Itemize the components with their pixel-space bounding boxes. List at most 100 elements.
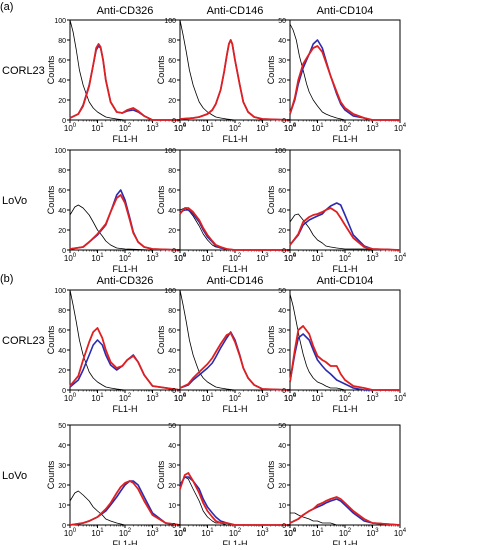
x-tick-label: 101	[91, 528, 104, 538]
y-axis-title: Counts	[156, 55, 166, 84]
red-series-line	[179, 39, 291, 121]
y-tick-label: 100	[274, 148, 286, 155]
y-tick-label: 80	[278, 168, 286, 175]
plot-frame	[289, 19, 401, 121]
y-tick-label: 60	[58, 328, 66, 335]
y-tick-label: 40	[58, 78, 66, 85]
y-tick-label: 0	[172, 388, 176, 395]
column-title-0: Anti-CD326	[97, 275, 154, 287]
x-tick-label: 103	[366, 253, 379, 263]
x-tick-label: 100	[284, 528, 297, 538]
y-axis-title: Counts	[266, 55, 276, 84]
y-tick-label: 30	[58, 463, 66, 470]
x-tick-label: 104	[284, 123, 297, 133]
y-tick-label: 0	[282, 248, 286, 255]
x-tick-label: 102	[339, 123, 352, 133]
section-label-a: (a)	[0, 1, 13, 13]
x-axis-title: FL1-H	[222, 134, 247, 144]
x-tick-label: 104	[394, 123, 407, 133]
x-tick-label: 104	[174, 393, 187, 403]
x-tick-label: 104	[284, 393, 297, 403]
red-series-line	[289, 496, 401, 526]
x-tick-label: 100	[174, 253, 187, 263]
x-tick-label: 102	[339, 528, 352, 538]
y-axis-title: Counts	[266, 185, 276, 214]
y-tick-label: 50	[278, 423, 286, 430]
y-tick-label: 20	[58, 368, 66, 375]
y-axis-title: Counts	[266, 325, 276, 354]
isotype-control-line	[289, 293, 400, 391]
x-tick-label: 104	[284, 253, 297, 263]
y-axis-title: Counts	[46, 325, 56, 354]
isotype-control-line	[290, 512, 400, 526]
y-tick-label: 30	[168, 463, 176, 470]
red-series-line	[179, 207, 290, 251]
red-series-line	[69, 480, 181, 526]
y-tick-label: 10	[278, 368, 286, 375]
x-tick-label: 101	[91, 123, 104, 133]
x-axis-title: FL1-H	[112, 539, 137, 545]
column-title-0: Anti-CD326	[97, 5, 154, 17]
y-tick-label: 30	[278, 58, 286, 65]
red-series-line	[179, 332, 291, 391]
y-tick-label: 20	[278, 228, 286, 235]
y-tick-label: 50	[278, 288, 286, 295]
isotype-control-line	[289, 213, 401, 251]
y-tick-label: 0	[282, 523, 286, 530]
x-tick-label: 104	[394, 393, 407, 403]
y-tick-label: 0	[62, 118, 66, 125]
x-tick-label: 101	[311, 393, 324, 403]
x-tick-label: 100	[64, 393, 77, 403]
x-tick-label: 102	[339, 393, 352, 403]
y-tick-label: 40	[278, 208, 286, 215]
x-axis-title: FL1-H	[332, 264, 357, 274]
y-tick-label: 20	[58, 483, 66, 490]
x-tick-label: 101	[311, 528, 324, 538]
red-series-line	[179, 472, 290, 526]
y-tick-label: 50	[168, 423, 176, 430]
x-tick-label: 104	[284, 528, 297, 538]
x-tick-label: 101	[201, 123, 214, 133]
x-tick-label: 102	[339, 253, 352, 263]
x-tick-label: 101	[311, 253, 324, 263]
y-tick-label: 0	[282, 388, 286, 395]
y-tick-label: 40	[278, 38, 286, 45]
y-tick-label: 60	[278, 188, 286, 195]
column-title-1: Anti-CD146	[207, 275, 264, 287]
row-label-corl23: CORL23	[2, 335, 45, 347]
y-tick-label: 20	[278, 78, 286, 85]
x-tick-label: 100	[174, 393, 187, 403]
x-tick-label: 103	[146, 528, 159, 538]
y-tick-label: 40	[58, 348, 66, 355]
y-tick-label: 60	[168, 328, 176, 335]
x-tick-label: 101	[311, 123, 324, 133]
x-axis-title: FL1-H	[332, 539, 357, 545]
column-title-1: Anti-CD146	[207, 5, 264, 17]
x-tick-label: 100	[174, 123, 187, 133]
y-tick-label: 20	[168, 368, 176, 375]
isotype-control-line	[179, 19, 290, 121]
x-tick-label: 102	[119, 528, 132, 538]
isotype-control-line	[69, 19, 180, 121]
x-tick-label: 100	[284, 123, 297, 133]
red-series-line	[289, 325, 400, 391]
x-tick-label: 104	[174, 253, 187, 263]
y-tick-label: 100	[164, 148, 176, 155]
x-axis-title: FL1-H	[222, 264, 247, 274]
x-tick-label: 102	[229, 528, 242, 538]
y-tick-label: 80	[168, 38, 176, 45]
row-label-lovo: LoVo	[2, 470, 27, 482]
x-tick-label: 100	[64, 123, 77, 133]
x-tick-label: 100	[64, 253, 77, 263]
red-series-line	[69, 43, 180, 121]
y-tick-label: 0	[172, 523, 176, 530]
red-series-line	[289, 45, 400, 121]
y-axis-title: Counts	[266, 460, 276, 489]
